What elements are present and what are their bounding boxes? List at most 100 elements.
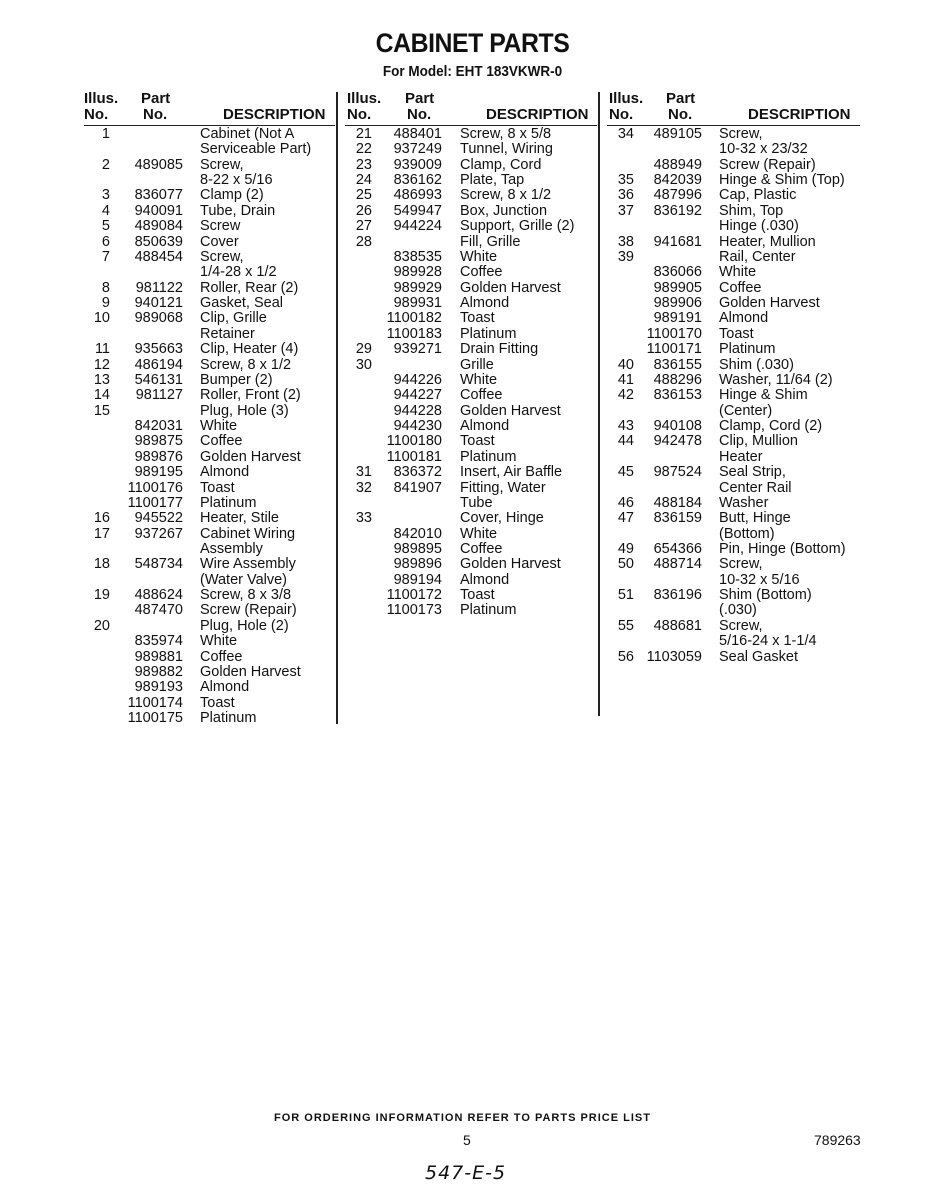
header-description: DESCRIPTION (223, 106, 326, 123)
description: Screw (Repair) (719, 156, 816, 173)
description: Seal Gasket (719, 648, 798, 665)
part-number: 941681 (653, 233, 702, 250)
part-number: 989068 (134, 310, 183, 327)
description: Assembly (200, 540, 263, 557)
illus-number: 1 (101, 126, 110, 142)
description: 8-22 x 5/16 (200, 172, 273, 189)
description: (.030) (719, 602, 757, 619)
description: 10-32 x 5/16 (719, 571, 800, 588)
page-title: CABINET PARTS (375, 28, 570, 58)
part-number: 937267 (134, 525, 183, 542)
illus-number: 45 (617, 464, 634, 481)
illus-number: 17 (93, 525, 110, 542)
description: Washer (719, 494, 769, 511)
header-part-line1: Part (141, 90, 171, 107)
illus-number: 19 (93, 587, 110, 604)
description: Serviceable Part) (200, 141, 312, 158)
illus-number: 27 (355, 218, 372, 235)
part-number: 1100183 (386, 325, 442, 342)
description: Toast (200, 694, 235, 711)
part-number: 989928 (393, 264, 442, 281)
illus-number: 47 (617, 510, 634, 527)
part-number: 836155 (653, 356, 702, 373)
illus-number: 46 (617, 494, 634, 511)
part-number: 1100173 (386, 602, 442, 619)
description: Almond (200, 464, 250, 481)
description: Heater, Mullion (719, 233, 816, 250)
description: Almond (460, 571, 510, 588)
column-divider (336, 92, 338, 724)
part-number: 944224 (393, 218, 442, 235)
header-part-line2: No. (143, 106, 168, 123)
header-description: DESCRIPTION (486, 106, 589, 123)
part-number: 488949 (653, 156, 702, 173)
part-number: 489084 (134, 218, 183, 235)
illus-number: 32 (355, 479, 372, 496)
description: White (719, 264, 757, 281)
part-number: 836196 (653, 587, 702, 604)
part-number: 838535 (393, 248, 442, 265)
description: Screw, 8 x 1/2 (200, 356, 292, 373)
illus-number: 34 (617, 126, 634, 142)
header-part-line2: No. (668, 106, 693, 123)
description: Bumper (2) (200, 371, 273, 388)
illus-number: 30 (355, 356, 372, 373)
part-number: 989929 (393, 279, 442, 296)
illus-number: 3 (101, 187, 110, 204)
description: Almond (200, 679, 250, 696)
description: Platinum (460, 325, 517, 342)
part-number: 989882 (134, 663, 183, 680)
header-part-line1: Part (666, 90, 696, 107)
description: Coffee (460, 540, 503, 557)
description: Golden Harvest (200, 663, 301, 680)
description: Almond (460, 295, 510, 312)
illus-number: 24 (355, 172, 372, 189)
part-number: 488714 (653, 556, 702, 573)
description: Clamp, Cord (2) (719, 418, 823, 435)
description: Gasket, Seal (200, 295, 284, 312)
illus-number: 43 (617, 418, 634, 435)
ordering-note: FOR ORDERING INFORMATION REFER TO PARTS … (274, 1112, 651, 1124)
illus-number: 6 (101, 233, 110, 250)
illus-number: 50 (617, 556, 634, 573)
description: Screw, (719, 617, 763, 634)
description: Retainer (200, 325, 255, 342)
part-number: 939271 (393, 341, 442, 358)
description: Cover, Hinge (460, 510, 544, 527)
description: Hinge & Shim (719, 387, 808, 404)
illus-number: 25 (355, 187, 372, 204)
description: Screw, 8 x 3/8 (200, 587, 292, 604)
description: Heater (719, 448, 763, 465)
description: 5/16-24 x 1-1/4 (719, 633, 817, 650)
description: 10-32 x 23/32 (719, 141, 808, 158)
illus-number: 33 (355, 510, 372, 527)
part-number: 939009 (393, 156, 442, 173)
illus-number: 18 (93, 556, 110, 573)
description: Toast (200, 479, 235, 496)
description: Coffee (719, 279, 762, 296)
description: Rail, Center (719, 248, 796, 265)
description: White (460, 525, 498, 542)
part-number: 487470 (134, 602, 183, 619)
column-divider (598, 92, 600, 716)
description: Support, Grille (2) (460, 218, 575, 235)
description: Cover (200, 233, 239, 250)
description: Coffee (460, 387, 503, 404)
description: Screw, (719, 556, 763, 573)
part-number: 935663 (134, 341, 183, 358)
description: Clip, Heater (4) (200, 341, 299, 358)
part-number: 942478 (653, 433, 702, 450)
description: Platinum (460, 602, 517, 619)
description: (Water Valve) (200, 571, 288, 588)
part-number: 981127 (135, 387, 183, 404)
illus-number: 49 (617, 540, 634, 557)
part-number: 944227 (393, 387, 442, 404)
description: Screw, 8 x 5/8 (460, 126, 552, 142)
part-number: 989195 (134, 464, 183, 481)
part-number: 937249 (393, 141, 442, 158)
part-number: 841907 (393, 479, 442, 496)
description: Platinum (460, 448, 517, 465)
part-number: 940121 (134, 295, 183, 312)
part-number: 842039 (653, 172, 702, 189)
description: Tunnel, Wiring (460, 141, 553, 158)
